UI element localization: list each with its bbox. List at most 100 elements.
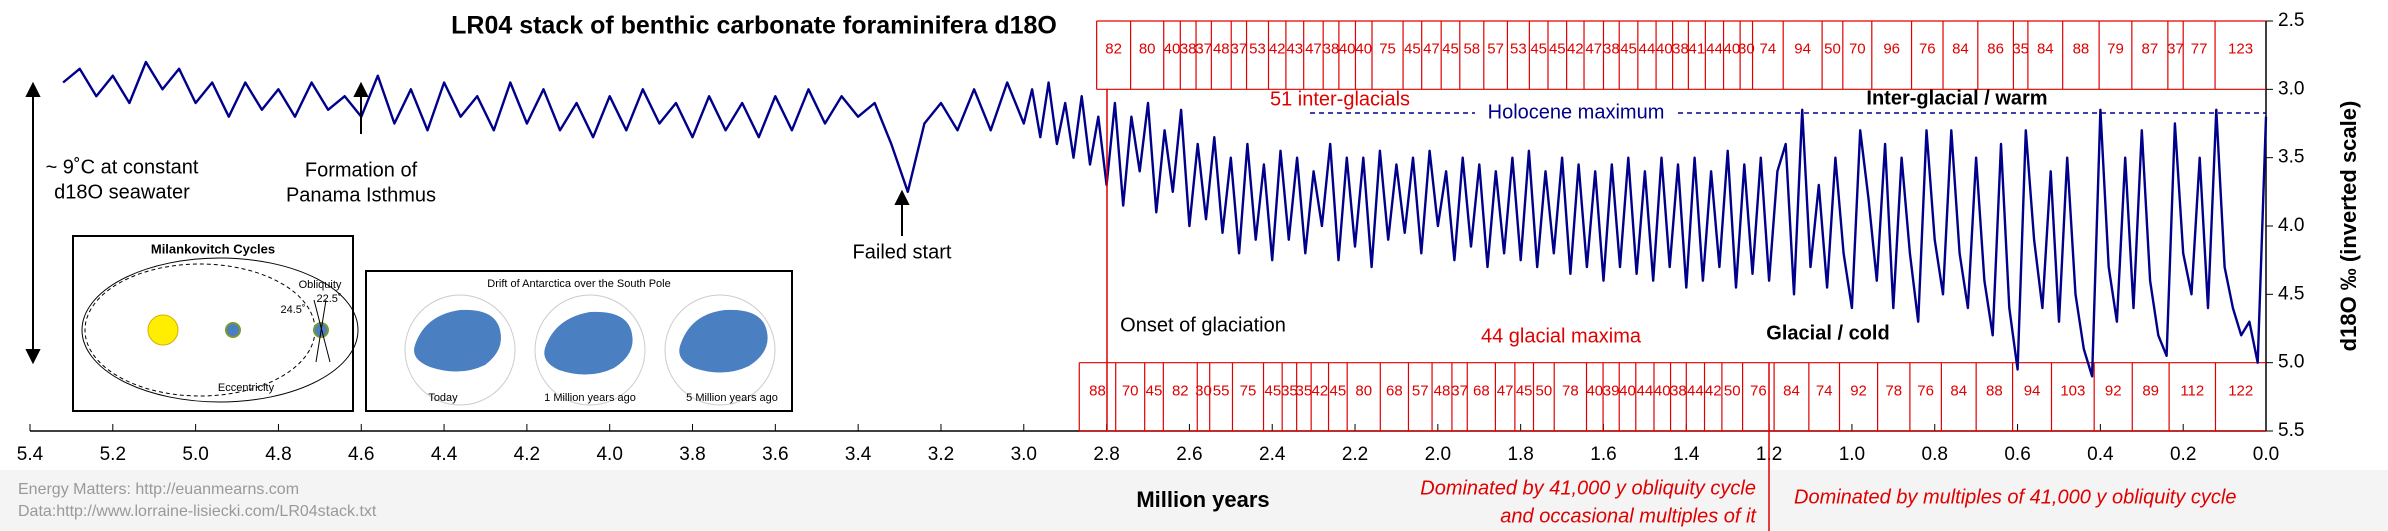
glacial-label: 40 xyxy=(1654,382,1671,399)
glacial-label: 78 xyxy=(1562,382,1579,399)
x-tick-label: 1.0 xyxy=(1839,444,1865,465)
interglacial-label: 47 xyxy=(1585,41,1602,58)
y-tick-label: 3.0 xyxy=(2278,78,2304,99)
interglacial-label: 94 xyxy=(1794,41,1811,58)
annotation: d18O seawater xyxy=(54,181,190,203)
glacial-label: 45 xyxy=(1264,382,1281,399)
interglacial-label: 38 xyxy=(1603,41,1620,58)
interglacial-label: 53 xyxy=(1249,41,1266,58)
x-tick-label: 0.6 xyxy=(2004,444,2030,465)
glacial-label: 35 xyxy=(1296,382,1313,399)
interglacial-label: 53 xyxy=(1510,41,1527,58)
inset-title: Drift of Antarctica over the South Pole xyxy=(487,278,670,290)
annotation: Glacial / cold xyxy=(1766,322,1889,344)
milankovitch-inset: Milankovitch Cycles Obliquity 24.5˚ 22.5… xyxy=(72,235,359,412)
interglacial-label: 75 xyxy=(1379,41,1396,58)
interglacial-label: 58 xyxy=(1463,41,1480,58)
annotation: ~ 9˚C at constant xyxy=(46,156,199,178)
glacial-label: 55 xyxy=(1213,382,1230,399)
x-tick-label: 5.2 xyxy=(100,444,126,465)
x-tick-label: 4.0 xyxy=(596,444,622,465)
x-tick-label: 3.8 xyxy=(679,444,705,465)
interglacial-label: 42 xyxy=(1269,41,1286,58)
antarctica-inset: Drift of Antarctica over the South Pole … xyxy=(365,270,793,412)
x-tick-label: 1.4 xyxy=(1673,444,1700,465)
glacial-label: 35 xyxy=(1281,382,1298,399)
interglacial-label: 40 xyxy=(1724,41,1741,58)
footer-source: Energy Matters: http://euanmearns.com xyxy=(18,481,299,498)
x-tick-label: 2.8 xyxy=(1093,444,1119,465)
interglacial-label: 88 xyxy=(2073,41,2090,58)
x-tick-label: 1.8 xyxy=(1507,444,1533,465)
interglacial-label: 77 xyxy=(2191,41,2208,58)
x-tick-label: 2.2 xyxy=(1342,444,1368,465)
data-line xyxy=(62,60,2268,378)
interglacial-label: 45 xyxy=(1530,41,1547,58)
interglacial-label: 30 xyxy=(1738,41,1755,58)
x-tick-label: 3.4 xyxy=(845,444,872,465)
glacial-label: 89 xyxy=(2142,382,2159,399)
interglacial-label: 87 xyxy=(2142,41,2159,58)
glacial-label: 82 xyxy=(1172,382,1189,399)
interglacial-label: 70 xyxy=(1849,41,1866,58)
x-tick-label: 0.4 xyxy=(2087,444,2114,465)
y-tick-label: 3.5 xyxy=(2278,147,2304,168)
annotation: 44 glacial maxima xyxy=(1481,325,1642,347)
arrow-heads xyxy=(25,81,41,365)
y-tick-label: 2.5 xyxy=(2278,10,2304,31)
glacial-label: 44 xyxy=(1637,382,1654,399)
interglacial-label: 123 xyxy=(2228,41,2253,58)
glacial-label: 39 xyxy=(1603,382,1620,399)
interglacial-label: 42 xyxy=(1567,41,1584,58)
glacial-label: 78 xyxy=(1885,382,1902,399)
glacial-label: 68 xyxy=(1386,382,1403,399)
x-tick-label: 4.4 xyxy=(431,444,458,465)
interglacial-label: 45 xyxy=(1442,41,1459,58)
inset-title: Milankovitch Cycles xyxy=(151,241,275,256)
glacial-label: 74 xyxy=(1816,382,1833,399)
interglacial-label: 38 xyxy=(1672,41,1689,58)
annotation: Dominated by 41,000 y obliquity cycle xyxy=(1420,477,1756,499)
glacial-label: 40 xyxy=(1586,382,1603,399)
annotation: Onset of glaciation xyxy=(1120,314,1286,336)
continent xyxy=(679,309,768,373)
interglacial-label: 96 xyxy=(1883,41,1900,58)
x-tick-label: 3.6 xyxy=(762,444,788,465)
annotation: 51 inter-glacials xyxy=(1270,88,1410,110)
continent xyxy=(414,309,501,372)
glacial-label: 40 xyxy=(1619,382,1636,399)
x-tick-label: 0.2 xyxy=(2170,444,2196,465)
glacial-label: 88 xyxy=(1089,382,1106,399)
glacial-label: 47 xyxy=(1497,382,1514,399)
glacial-label: 88 xyxy=(1986,382,2003,399)
glacial-label: 84 xyxy=(1950,382,1967,399)
y-tick-label: 5.0 xyxy=(2278,352,2304,373)
inset-label: 22.5˚ xyxy=(316,293,341,305)
sun xyxy=(147,314,179,346)
glacial-label: 37 xyxy=(1451,382,1468,399)
interglacial-label: 40 xyxy=(1656,41,1673,58)
annotation: Holocene maximum xyxy=(1488,101,1665,123)
y-tick-label: 5.5 xyxy=(2278,420,2304,441)
arrow-head xyxy=(353,81,369,97)
interglacial-label: 57 xyxy=(1487,41,1504,58)
glacial-label: 42 xyxy=(1705,382,1722,399)
glacial-label: 30 xyxy=(1195,382,1212,399)
interglacial-label: 45 xyxy=(1620,41,1637,58)
x-tick-label: 1.6 xyxy=(1590,444,1616,465)
annotation: and occasional multiples of it xyxy=(1500,505,1757,527)
glacial-label: 57 xyxy=(1412,382,1429,399)
interglacial-label: 84 xyxy=(1952,41,1969,58)
glacial-label: 112 xyxy=(2180,382,2204,399)
x-tick-label: 4.6 xyxy=(348,444,374,465)
inset-label: 5 Million years ago xyxy=(686,392,778,404)
interglacial-label: 38 xyxy=(1323,41,1340,58)
glacial-label: 76 xyxy=(1917,382,1934,399)
earth xyxy=(225,322,241,338)
glacial-label: 103 xyxy=(2060,382,2085,399)
interglacial-label: 74 xyxy=(1760,41,1777,58)
plot-area: 5.4 5.2 5.0 4.8 4.6 4.4 4.2 4.0 3.8 3.6 3.4 3.2 3.0 2… xyxy=(17,10,2305,465)
annotation: Formation of xyxy=(305,159,418,181)
inset-label: 1 Million years ago xyxy=(544,392,636,404)
